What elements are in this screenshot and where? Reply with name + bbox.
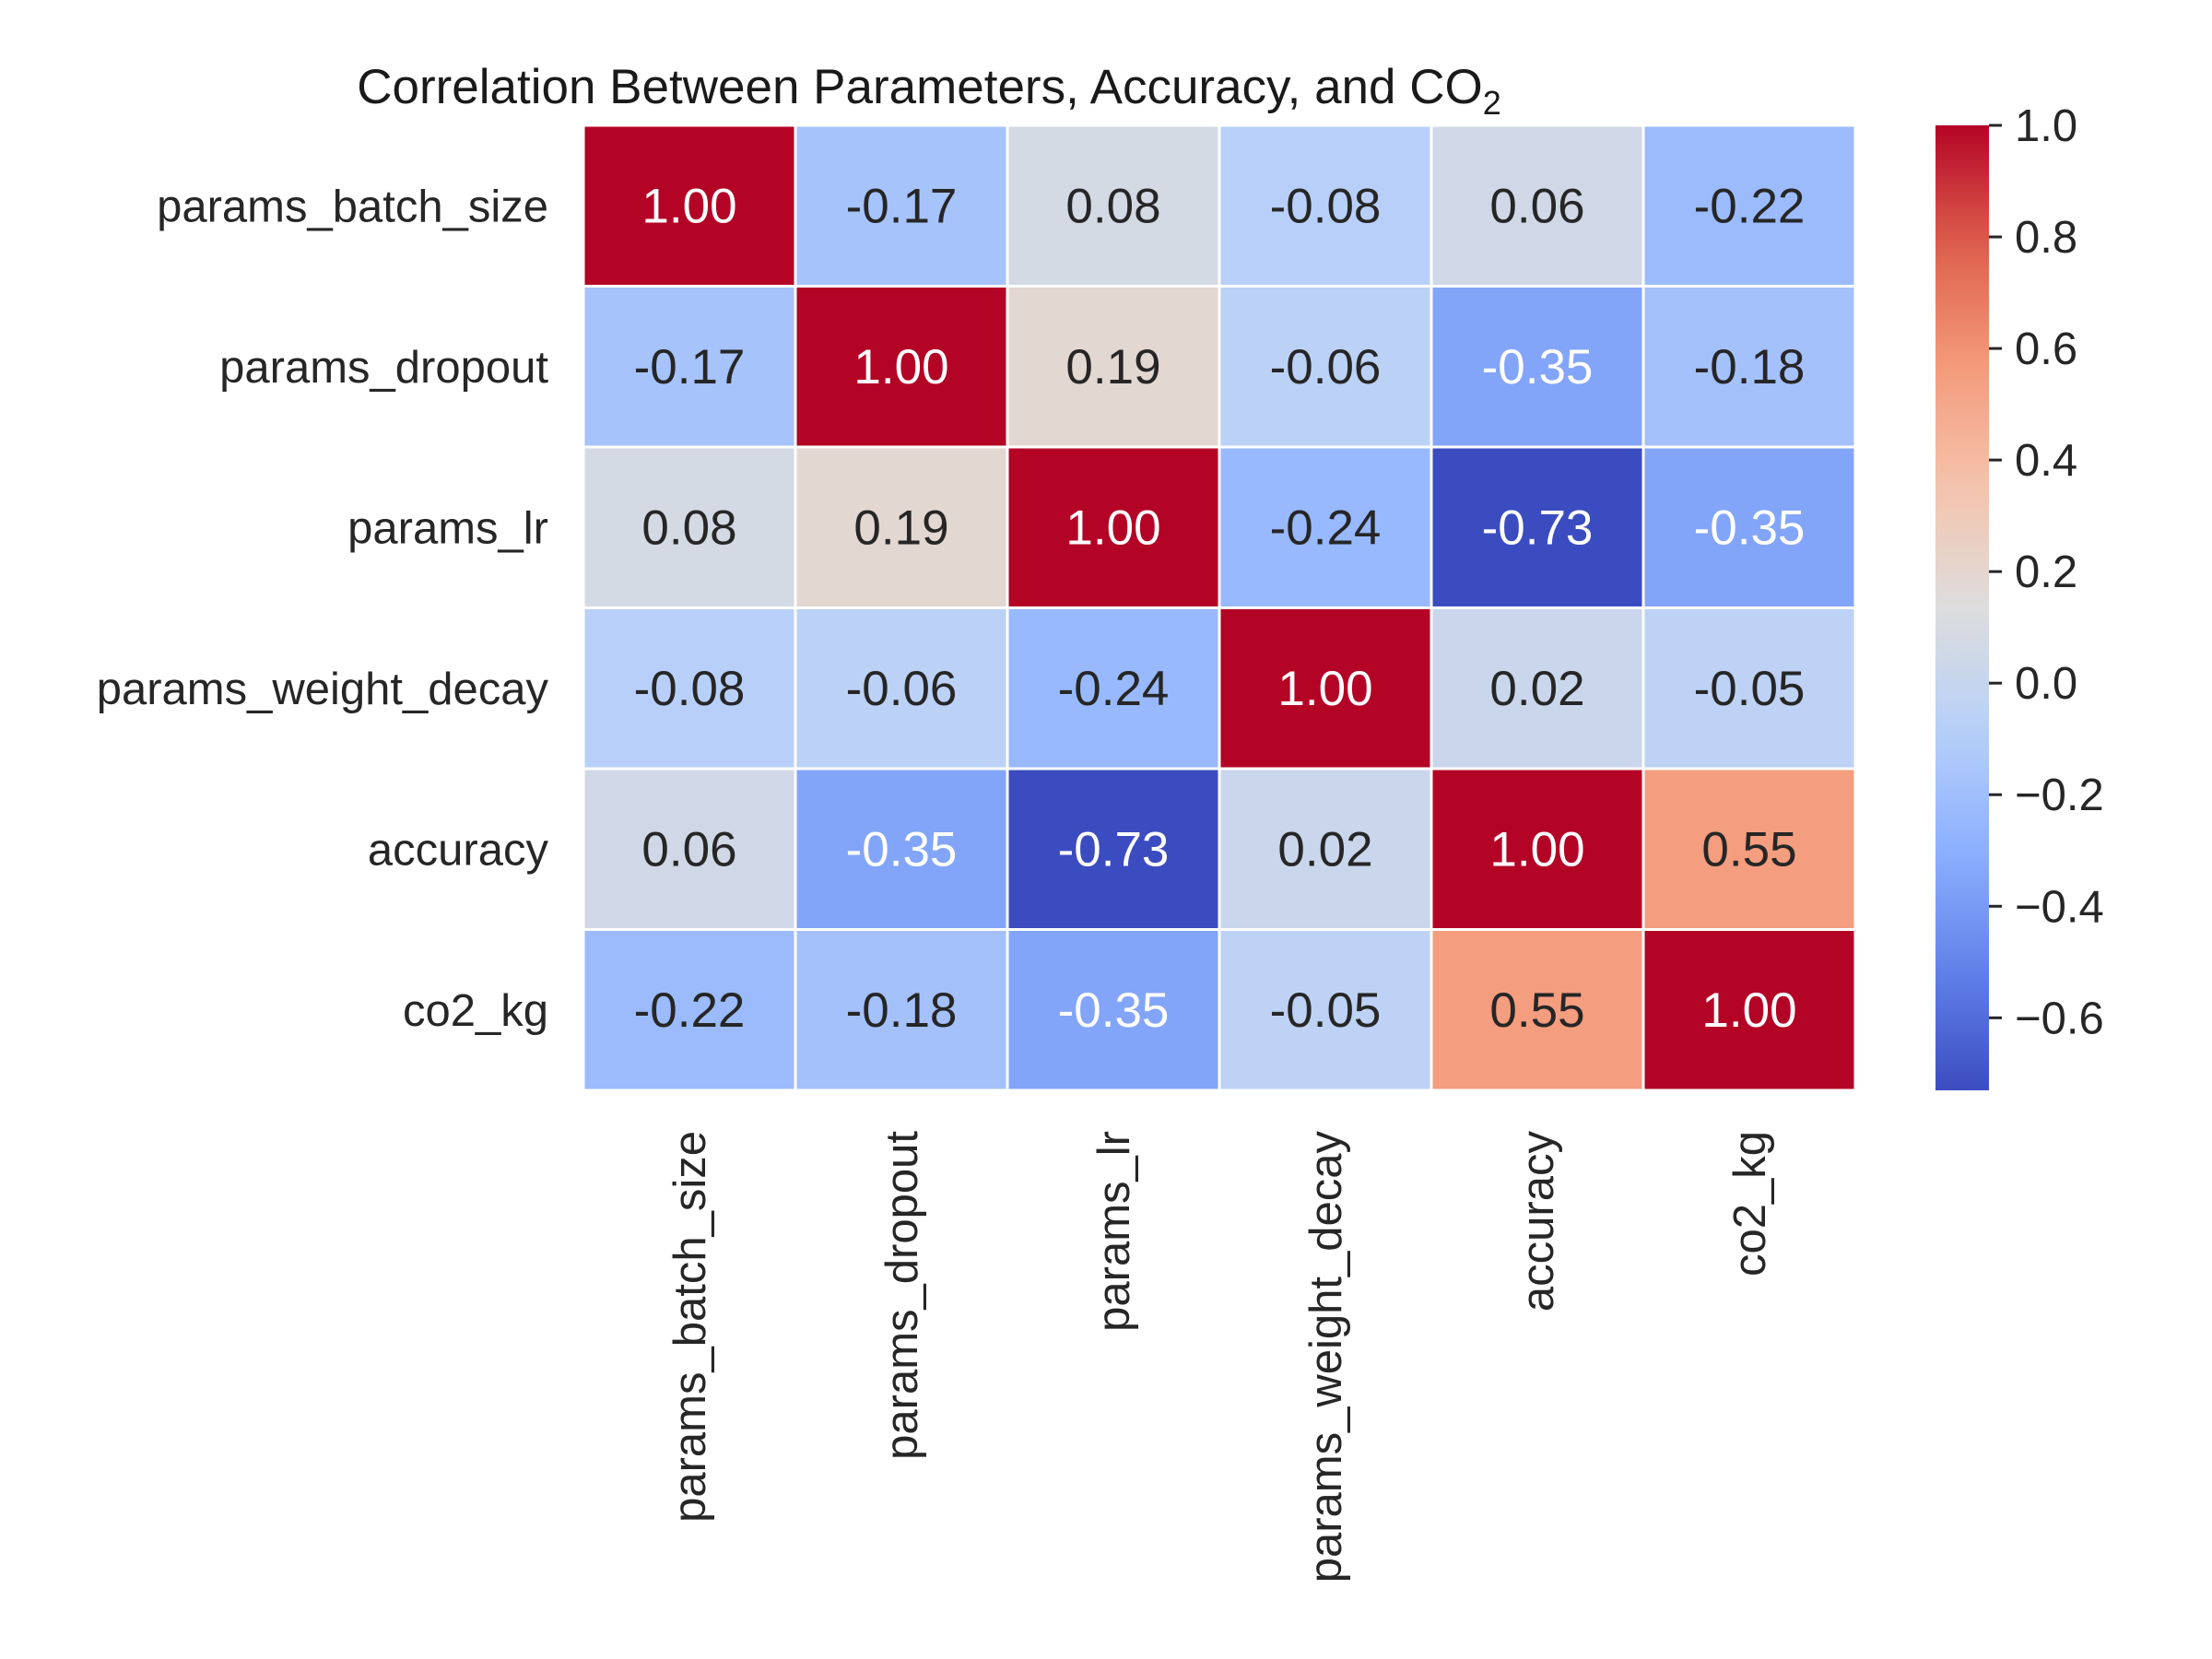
heatmap-cell: [582, 928, 797, 1092]
heatmap-cell: [1006, 767, 1221, 931]
column-tick-label: accuracy: [1513, 1131, 1563, 1312]
heatmap-cell: [1430, 928, 1645, 1092]
cell-value-label: -0.08: [1270, 179, 1382, 233]
column-labels: params_batch_size params_dropout params_lr…: [665, 1131, 1775, 1583]
cell-value-label: 0.02: [1489, 662, 1584, 716]
heatmap-cell: [1641, 606, 1857, 771]
cell-value-label: -0.17: [634, 340, 746, 394]
chart-title-subscript: 2: [1483, 84, 1501, 122]
cell-value-label: 0.08: [1065, 179, 1160, 233]
heatmap-cell: [1641, 928, 1857, 1092]
cell-value-label: 1.00: [1701, 983, 1796, 1038]
heatmap-cell: [582, 606, 797, 771]
cell-value-label: -0.24: [1270, 500, 1382, 555]
cell-value-label: 0.19: [853, 500, 948, 555]
heatmap-cell: [794, 124, 1009, 288]
row-tick-label: co2_kg: [403, 986, 548, 1036]
cell-value-label: 1.00: [1489, 822, 1584, 877]
cell-value-label: -0.35: [846, 822, 958, 877]
chart-title: Correlation Between Parameters, Accuracy…: [357, 60, 1501, 122]
heatmap-cell: [1218, 606, 1433, 771]
cell-value-label: 1.00: [1065, 500, 1160, 555]
chart-title-main: Correlation Between Parameters, Accuracy…: [357, 60, 1483, 114]
cell-value-label: -0.05: [1270, 983, 1382, 1038]
heatmap-cell: [1641, 285, 1857, 449]
heatmap-cell: [1218, 928, 1433, 1092]
column-tick-label: params_lr: [1089, 1131, 1139, 1332]
colorbar-tick-label: 0.8: [2015, 213, 2077, 263]
cell-value-label: -0.73: [1482, 500, 1594, 555]
heatmap-cell: [1218, 445, 1433, 609]
heatmap-cell: [582, 124, 797, 288]
cell-value-label: 1.00: [1277, 662, 1372, 716]
row-tick-label: params_batch_size: [157, 182, 548, 231]
cell-value-label: -0.22: [634, 983, 746, 1038]
heatmap-cell: [1430, 445, 1645, 609]
cell-value-label: -0.05: [1694, 662, 1806, 716]
cell-value-label: 1.00: [641, 179, 736, 233]
colorbar-gradient: [1936, 125, 1989, 1090]
colorbar-tick-label: −0.2: [2015, 771, 2104, 820]
colorbar-tick-label: 1.0: [2015, 101, 2077, 151]
colorbar: 1.0 0.8 0.6 0.4 0.2 0.0 −0.2 −0.4 −0.6: [1936, 101, 2104, 1090]
heatmap-cell: [582, 767, 797, 931]
cell-value-label: -0.22: [1694, 179, 1806, 233]
cell-value-label: -0.35: [1694, 500, 1806, 555]
heatmap-cell: [1641, 445, 1857, 609]
cell-value-label: -0.06: [846, 662, 958, 716]
cell-value-label: 0.08: [641, 500, 736, 555]
cell-value-label: 0.02: [1277, 822, 1372, 877]
cell-value-label: 1.00: [853, 340, 948, 394]
row-labels: params_batch_size params_dropout params_lr…: [97, 182, 549, 1036]
heatmap-cell: [794, 606, 1009, 771]
cell-value-label: 0.06: [1489, 179, 1584, 233]
cell-value-label: -0.18: [1694, 340, 1806, 394]
colorbar-tick-label: 0.2: [2015, 547, 2077, 597]
column-tick-label: co2_kg: [1725, 1131, 1775, 1277]
heatmap-cell: [794, 285, 1009, 449]
heatmap-cell: [1218, 767, 1433, 931]
heatmap-cell: [1641, 124, 1857, 288]
colorbar-tick-label: 0.6: [2015, 324, 2077, 374]
cell-value-label: -0.17: [846, 179, 958, 233]
row-tick-label: params_dropout: [219, 343, 548, 393]
cell-value-label: -0.18: [846, 983, 958, 1038]
colorbar-tick-label: −0.6: [2015, 994, 2104, 1043]
row-tick-label: params_weight_decay: [97, 665, 549, 714]
row-tick-label: accuracy: [368, 825, 549, 875]
colorbar-tick-label: 0.0: [2015, 659, 2077, 709]
colorbar-tick-label: −0.4: [2015, 882, 2104, 932]
cell-value-label: -0.35: [1058, 983, 1170, 1038]
heatmap-cell: [1006, 606, 1221, 771]
heatmap-cell: [1218, 285, 1433, 449]
cell-value-label: 0.19: [1065, 340, 1160, 394]
cell-value-label: -0.06: [1270, 340, 1382, 394]
colorbar-tick-label: 0.4: [2015, 436, 2077, 486]
heatmap-cells: 1.00 -0.17 0.08 -0.08 0.06 -0.22 -0.17 1.00 0.19…: [582, 124, 1857, 1092]
cell-value-label: 0.06: [641, 822, 736, 877]
cell-value-label: -0.35: [1482, 340, 1594, 394]
heatmap-cell: [1430, 767, 1645, 931]
heatmap-cell: [1430, 606, 1645, 771]
cell-value-label: -0.08: [634, 662, 746, 716]
row-tick-label: params_lr: [347, 503, 548, 553]
heatmap-cell: [794, 445, 1009, 609]
cell-value-label: -0.73: [1058, 822, 1170, 877]
cell-value-label: -0.24: [1058, 662, 1170, 716]
column-tick-label: params_dropout: [877, 1131, 927, 1460]
heatmap-cell: [1006, 124, 1221, 288]
cell-value-label: 0.55: [1489, 983, 1584, 1038]
heatmap-cell: [1641, 767, 1857, 931]
cell-value-label: 0.55: [1701, 822, 1796, 877]
column-tick-label: params_batch_size: [665, 1131, 715, 1523]
column-tick-label: params_weight_decay: [1301, 1131, 1351, 1583]
heatmap-cell: [1218, 124, 1433, 288]
